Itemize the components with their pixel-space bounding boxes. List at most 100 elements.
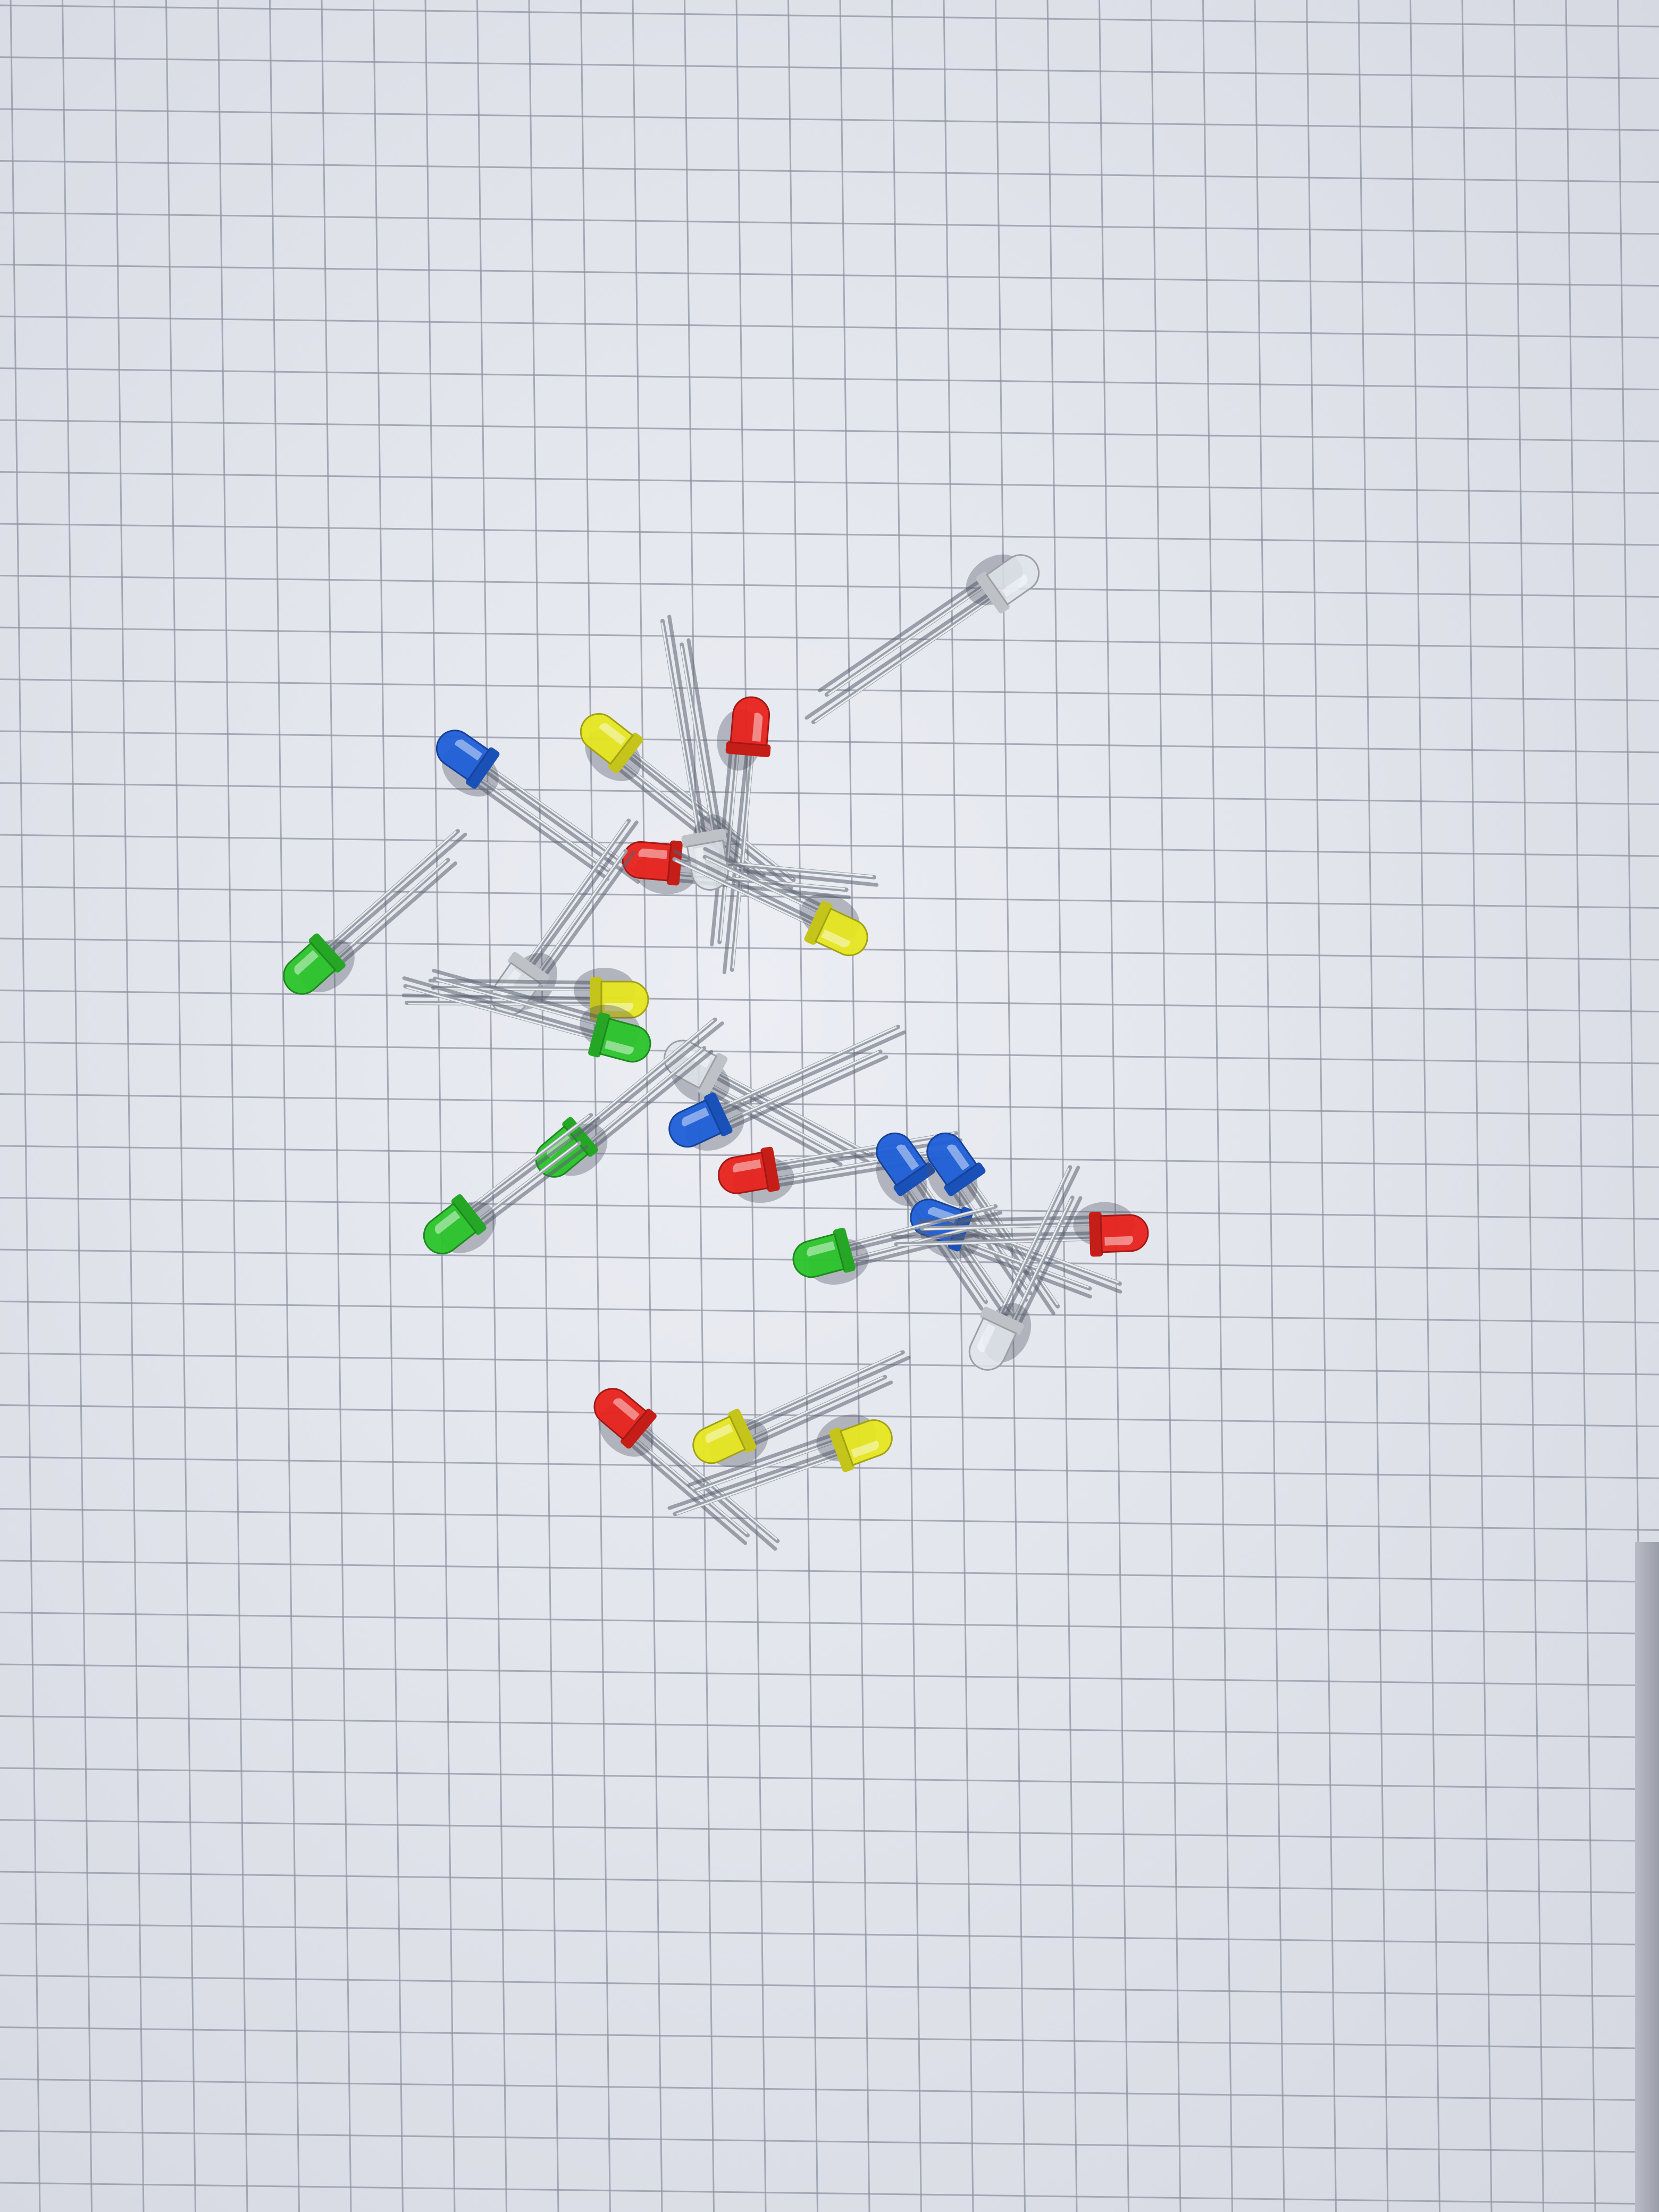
led-body	[968, 1317, 1017, 1371]
lead-highlight	[1012, 1198, 1072, 1321]
led-blue-mid	[668, 1025, 906, 1151]
lead-highlight	[580, 1019, 714, 1130]
lead-highlight	[539, 851, 625, 971]
grid-line-horizontal	[0, 56, 1659, 79]
grid-line-vertical	[269, 0, 300, 2212]
grid-line-vertical	[1410, 0, 1440, 2212]
grid-line-vertical	[165, 0, 196, 2212]
led-body	[423, 1202, 477, 1254]
led-yellow-mid	[401, 968, 649, 1022]
led-highlight	[851, 1440, 879, 1458]
grid-line-horizontal	[0, 1093, 1659, 1116]
grid-line-vertical	[1254, 0, 1285, 2212]
led-body	[283, 942, 337, 995]
led-body	[600, 981, 649, 1019]
grid-line-horizontal	[0, 1974, 1659, 1998]
grid-line-vertical	[1565, 0, 1596, 2212]
led-flange	[308, 933, 346, 973]
led-body	[668, 1099, 723, 1148]
grid-line-vertical	[113, 0, 145, 2212]
grid-line-horizontal	[0, 1404, 1659, 1427]
led-blue-cluster-2	[926, 1132, 1060, 1316]
grid-line-horizontal	[0, 367, 1659, 390]
led-highlight	[807, 1241, 835, 1257]
led-body	[599, 1018, 651, 1063]
grid-line-horizontal	[0, 990, 1659, 1012]
led-flange	[608, 732, 643, 773]
lead-highlight	[326, 831, 457, 946]
led-body	[686, 839, 729, 891]
led-flange	[829, 1427, 855, 1472]
lead-highlight	[435, 979, 598, 1025]
led-highlight	[896, 1144, 919, 1171]
led-green-left	[283, 828, 467, 995]
grid-line-horizontal	[0, 1041, 1659, 1065]
lead-highlight	[635, 1438, 748, 1535]
led-yellow-bottom-1	[692, 1350, 911, 1467]
led-clear-center	[660, 615, 738, 891]
grid-line-horizontal	[0, 1508, 1659, 1531]
led-flange	[681, 828, 727, 848]
grid-line-vertical	[839, 0, 870, 2212]
led-flange	[621, 1409, 657, 1449]
led-clear-cluster	[968, 1165, 1083, 1371]
led-yellow-right	[672, 847, 868, 957]
lead-highlight	[732, 754, 754, 969]
lead-highlight	[828, 586, 984, 695]
lead-shadow	[631, 1431, 777, 1551]
led-body	[717, 1151, 769, 1194]
grid-line-vertical	[1150, 0, 1182, 2212]
led-highlight	[682, 1107, 709, 1127]
led-body	[926, 1132, 978, 1187]
led-flange	[728, 1409, 757, 1453]
led-flange	[804, 901, 833, 945]
lead-highlight	[999, 1168, 1069, 1315]
led-flange	[562, 1117, 598, 1157]
grid-line-horizontal	[0, 1456, 1659, 1479]
led-highlight	[434, 1210, 460, 1235]
grid-line-horizontal	[0, 1715, 1659, 1738]
lead-highlight	[675, 860, 812, 926]
led-highlight	[694, 847, 707, 876]
lead-highlight	[478, 1143, 578, 1220]
grid-line-vertical	[321, 0, 352, 2212]
led-highlight	[638, 848, 667, 859]
grid-line-horizontal	[0, 160, 1659, 183]
led-yellow-bottom-2	[667, 1414, 893, 1516]
lead-shadow	[747, 1355, 911, 1446]
lead-shadow	[805, 580, 989, 720]
lead-highlight	[661, 622, 699, 835]
led-body	[839, 1419, 893, 1467]
led-flange	[1088, 1211, 1103, 1257]
grid-line-horizontal	[0, 523, 1659, 546]
grid-line-vertical	[995, 0, 1026, 2212]
lead-shadow	[531, 820, 639, 976]
grid-line-horizontal	[0, 678, 1659, 701]
lead-highlight	[706, 858, 819, 913]
grid-line-horizontal	[0, 626, 1659, 650]
lead-highlight	[924, 1224, 1091, 1230]
grid-line-horizontal	[0, 4, 1659, 28]
led-clear-top	[805, 554, 1040, 725]
led-flange	[466, 747, 500, 789]
lead-highlight	[406, 986, 594, 1040]
led-highlight	[682, 1049, 711, 1068]
lead-highlight	[696, 1442, 834, 1492]
led-flange	[704, 1092, 733, 1136]
led-highlight	[455, 739, 483, 761]
grid-line-vertical	[580, 0, 611, 2212]
grid-line-horizontal	[0, 2078, 1659, 2101]
led-red-bottom	[593, 1388, 780, 1551]
grid-line-vertical	[1202, 0, 1233, 2212]
grid-line-horizontal	[0, 937, 1659, 961]
grid-line-vertical	[528, 0, 559, 2212]
grid-line-horizontal	[0, 575, 1659, 598]
led-body	[580, 713, 634, 765]
grid-line-vertical	[1461, 0, 1493, 2212]
lead-shadow	[472, 1117, 600, 1226]
led-highlight	[977, 1323, 996, 1353]
led-flange	[508, 952, 550, 986]
lead-highlight	[337, 860, 447, 958]
grid-line-vertical	[1358, 0, 1389, 2212]
